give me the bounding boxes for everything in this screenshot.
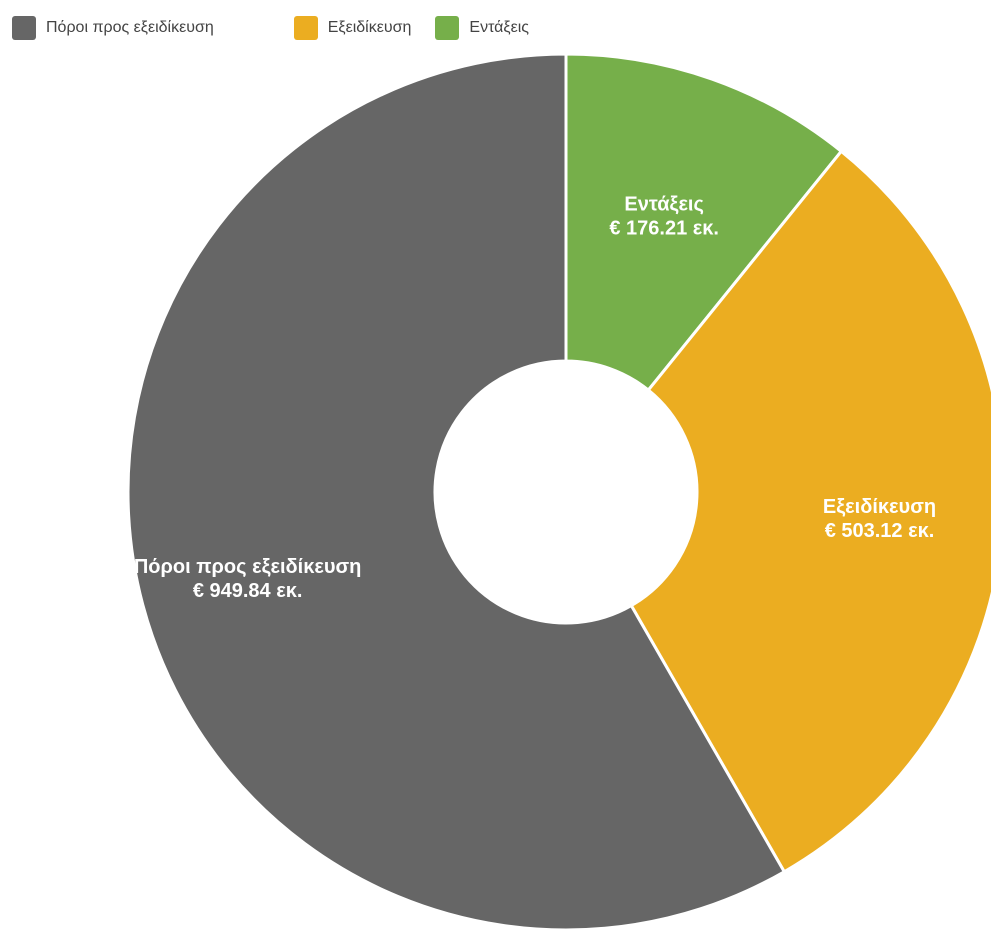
slice-label-value-exeidikeusi: € 503.12 εκ.: [825, 520, 935, 542]
legend-label-entaxeis: Εντάξεις: [469, 19, 529, 36]
slice-exeidikeusi[interactable]: [629, 149, 991, 874]
legend: Πόροι προς εξειδίκευση Εξειδίκευση Εντάξ…: [12, 16, 553, 40]
legend-item-poroi[interactable]: Πόροι προς εξειδίκευση: [12, 16, 214, 40]
slice-label-value-entaxeis: € 176.21 εκ.: [609, 217, 719, 239]
slice-poroi[interactable]: [126, 52, 786, 930]
legend-label-poroi: Πόροι προς εξειδίκευση: [46, 19, 214, 36]
legend-item-exeidikeusi[interactable]: Εξειδίκευση: [293, 16, 412, 40]
legend-label-exeidikeusi: Εξειδίκευση: [327, 19, 412, 36]
legend-item-entaxeis[interactable]: Εντάξεις: [435, 16, 529, 40]
slice-label-name-entaxeis: Εντάξεις: [624, 193, 703, 215]
legend-swatch-poroi: [12, 16, 36, 40]
slice-label-value-poroi: € 949.84 εκ.: [193, 580, 303, 602]
slice-label-name-poroi: Πόροι προς εξειδίκευση: [134, 556, 362, 578]
slice-label-name-exeidikeusi: Εξειδίκευση: [823, 496, 936, 518]
slice-entaxeis[interactable]: [564, 52, 843, 392]
legend-swatch-entaxeis: [435, 16, 460, 40]
legend-swatch-exeidikeusi: [293, 16, 318, 40]
